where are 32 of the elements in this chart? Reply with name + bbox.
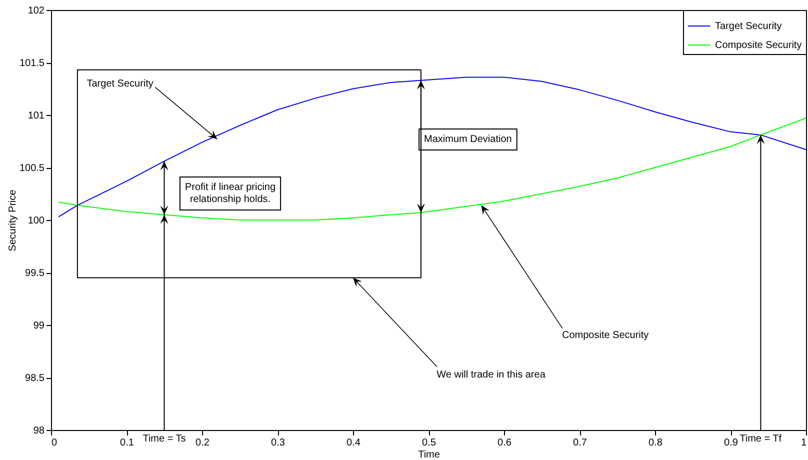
- x-tick-label: 0.1: [120, 438, 134, 448]
- x-tick-label: 0.5: [422, 438, 436, 448]
- y-tick-label: 100.5: [19, 163, 45, 174]
- x-tick-label: 0: [52, 438, 58, 448]
- legend-label: Target Security: [715, 21, 782, 32]
- x-tick-label: 1: [800, 438, 807, 448]
- y-tick-label: 99: [33, 320, 45, 332]
- annotation: We will trade in this area: [436, 369, 546, 380]
- y-tick-label: 101.5: [19, 58, 45, 69]
- annotation: Time = Tf: [740, 434, 782, 444]
- x-tick-label: 0.9: [724, 438, 738, 448]
- y-tick-label: 98.5: [25, 373, 45, 384]
- x-tick-label: 0.8: [648, 438, 663, 448]
- y-axis-title: Security Price: [7, 189, 18, 252]
- x-tick-label: 0.4: [346, 438, 361, 448]
- annotation: Target Security: [86, 78, 154, 90]
- y-tick-label: 98: [33, 426, 45, 436]
- y-tick-label: 99.5: [25, 268, 45, 279]
- x-tick-label: 0.6: [498, 438, 512, 448]
- x-axis-title: Time: [418, 450, 440, 460]
- x-tick-label: 0.2: [196, 438, 210, 448]
- y-tick-label: 101: [28, 110, 45, 122]
- y-tick-label: 100: [28, 216, 45, 226]
- annotation: Maximum Deviation: [424, 134, 512, 145]
- legend-label: Composite Security: [715, 40, 802, 51]
- annotation: Profit if linear pricing relationship holds.: [184, 182, 276, 205]
- line-series: [58, 76, 806, 218]
- x-tick-label: 0.7: [573, 438, 588, 448]
- annotation: Composite Security: [562, 330, 649, 341]
- y-tick-label: 102: [28, 6, 45, 16]
- annotation: Time = Ts: [142, 434, 186, 444]
- x-tick-label: 0.3: [271, 438, 286, 448]
